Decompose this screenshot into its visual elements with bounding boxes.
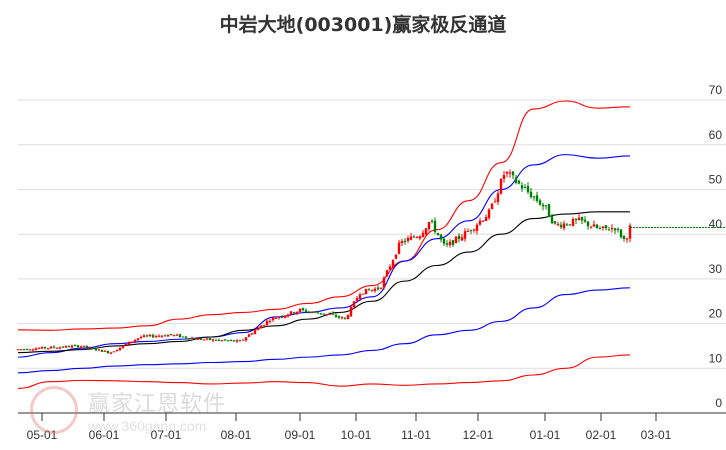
watermark-text: 赢家江恩软件 xyxy=(88,392,227,417)
channel-line-upper_inner xyxy=(17,154,631,358)
x-tick-label: 01-01 xyxy=(530,428,561,442)
watermark-url: www.360gann.com xyxy=(88,418,207,434)
x-tick-label: 06-01 xyxy=(89,428,120,442)
x-tick-label: 11-01 xyxy=(401,428,431,442)
y-tick-label: 0 xyxy=(715,396,722,410)
x-tick-label: 12-01 xyxy=(463,428,494,442)
chart-title: 中岩大地(003001)赢家极反通道 xyxy=(219,14,507,36)
x-tick-label: 07-01 xyxy=(151,428,182,442)
y-tick-label: 30 xyxy=(709,262,723,276)
watermark-logo-icon xyxy=(30,386,78,434)
channel-lines xyxy=(17,100,631,389)
channel-line-lower_inner xyxy=(17,287,631,374)
x-tick-label: 03-01 xyxy=(641,428,672,442)
y-tick-label: 10 xyxy=(709,351,723,365)
y-tick-label: 60 xyxy=(709,128,723,142)
y-tick-label: 70 xyxy=(709,83,723,97)
y-tick-label: 20 xyxy=(709,307,723,321)
x-tick-label: 10-01 xyxy=(341,428,372,442)
x-tick-label: 08-01 xyxy=(221,428,252,442)
channel-line-upper_outer xyxy=(17,100,631,331)
channel-line-lower_outer xyxy=(17,354,631,389)
y-tick-label: 50 xyxy=(709,173,723,187)
channel-line-middle xyxy=(17,211,630,354)
grid-lines xyxy=(18,99,726,369)
candlesticks xyxy=(16,169,726,355)
y-tick-label: 40 xyxy=(709,217,723,231)
watermark: 赢家江恩软件 www.360gann.com xyxy=(30,386,240,446)
x-tick-label: 09-01 xyxy=(285,428,316,442)
x-tick-label: 02-01 xyxy=(586,428,617,442)
